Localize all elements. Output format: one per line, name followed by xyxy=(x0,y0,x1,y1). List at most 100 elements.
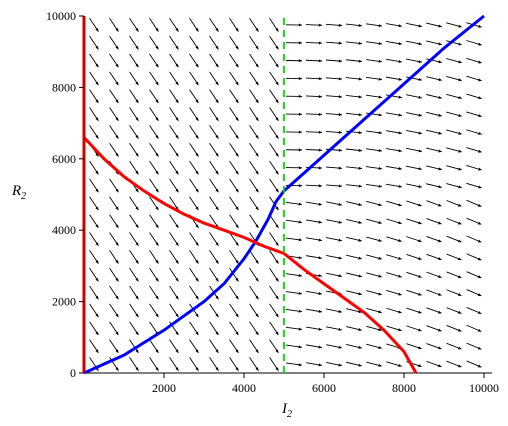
field-arrow-head xyxy=(358,363,362,367)
field-arrow-head xyxy=(358,274,362,278)
field-arrow-head xyxy=(398,203,402,207)
field-arrow-head xyxy=(175,99,179,103)
field-arrow-head xyxy=(398,221,402,225)
field-arrow-head xyxy=(478,185,482,189)
field-arrow-head xyxy=(338,130,342,134)
field-arrow-head xyxy=(438,275,442,278)
field-arrow-head xyxy=(358,238,362,242)
field-arrow-head xyxy=(457,203,462,207)
field-arrow-head xyxy=(235,117,239,121)
field-arrow-head xyxy=(235,278,239,282)
field-arrow-head xyxy=(175,63,179,68)
field-arrow-head xyxy=(338,184,342,188)
field-arrow-head xyxy=(195,45,199,50)
y-tick-label: 0 xyxy=(70,366,76,380)
field-arrow-head xyxy=(275,188,279,193)
field-arrow-head xyxy=(378,328,382,332)
field-arrow-head xyxy=(338,166,342,170)
field-arrow-head xyxy=(155,188,159,193)
field-arrow-head xyxy=(95,224,99,228)
field-arrow-head xyxy=(398,42,402,46)
field-arrow-head xyxy=(155,99,159,103)
field-arrow-head xyxy=(155,278,159,282)
field-arrow-head xyxy=(275,170,279,175)
field-arrow-head xyxy=(438,239,442,243)
field-arrow-head xyxy=(338,309,342,313)
field-arrow-head xyxy=(298,166,302,170)
field-arrow-head xyxy=(438,24,442,28)
field-arrow-head xyxy=(115,367,119,371)
field-arrow-head xyxy=(275,242,279,246)
field-arrow-head xyxy=(175,313,179,318)
field-arrow-head xyxy=(175,188,179,193)
field-arrow-head xyxy=(298,59,302,63)
field-arrow-head xyxy=(358,113,362,117)
field-arrow-head xyxy=(195,331,199,336)
field-arrow-head xyxy=(115,278,119,282)
field-arrow-head xyxy=(418,310,422,314)
field-arrow-head xyxy=(115,349,119,353)
field-arrow-head xyxy=(155,260,159,264)
field-arrow-head xyxy=(378,292,382,296)
field-arrow-head xyxy=(298,327,302,331)
field-arrow-head xyxy=(318,59,322,63)
x-tick-label: 2000 xyxy=(152,381,176,395)
field-arrow-head xyxy=(235,206,239,211)
field-arrow-head xyxy=(215,242,219,246)
field-arrow-head xyxy=(95,188,99,193)
field-arrow-head xyxy=(457,221,462,225)
field-arrow-head xyxy=(255,63,259,68)
field-arrow-head xyxy=(195,117,199,121)
field-arrow-head xyxy=(418,131,422,135)
field-arrow-head xyxy=(95,99,99,103)
field-arrow-head xyxy=(418,346,422,350)
field-arrow-head xyxy=(175,367,179,371)
field-arrow-head xyxy=(135,99,139,103)
field-arrow-head xyxy=(338,113,342,117)
field-arrow-head xyxy=(255,135,259,139)
field-arrow-head xyxy=(135,45,139,50)
field-arrow-head xyxy=(135,63,139,68)
field-arrow-head xyxy=(338,41,342,45)
field-arrow-head xyxy=(318,202,322,206)
field-arrow-head xyxy=(95,331,99,336)
field-arrow-head xyxy=(477,203,482,207)
field-arrow-head xyxy=(115,242,119,246)
field-arrow-head xyxy=(135,367,139,371)
field-arrow-head xyxy=(318,363,322,367)
field-arrow-head xyxy=(135,260,139,264)
field-arrow-head xyxy=(438,60,442,64)
field-arrow-head xyxy=(338,59,342,63)
field-arrow-head xyxy=(155,295,159,300)
field-arrow-head xyxy=(398,239,402,242)
field-arrow-head xyxy=(235,295,239,300)
field-arrow-head xyxy=(275,45,279,50)
field-arrow-head xyxy=(477,328,482,332)
field-arrow-head xyxy=(135,153,139,157)
field-arrow-head xyxy=(298,291,302,295)
field-arrow-head xyxy=(255,331,259,336)
field-arrow-head xyxy=(215,260,219,264)
field-arrow-head xyxy=(135,117,139,121)
field-arrow-head xyxy=(255,224,259,228)
field-arrow-head xyxy=(175,135,179,139)
field-arrow-head xyxy=(358,148,362,152)
series-lines xyxy=(82,14,485,375)
field-arrow-head xyxy=(195,206,199,211)
field-arrow-head xyxy=(235,135,239,139)
field-arrow-head xyxy=(458,78,462,82)
y-tick-label: 8000 xyxy=(52,80,76,94)
field-arrow-head xyxy=(398,131,402,135)
field-arrow-head xyxy=(358,184,362,188)
field-arrow-head xyxy=(418,167,422,171)
field-arrow-head xyxy=(195,170,199,175)
field-arrow-head xyxy=(115,331,119,336)
field-arrow-head xyxy=(255,117,259,121)
field-arrow-head xyxy=(338,202,342,206)
field-arrow-head xyxy=(418,221,422,225)
field-arrow-head xyxy=(398,363,402,367)
field-arrow-head xyxy=(115,81,119,86)
field-arrow-head xyxy=(438,149,442,153)
field-arrow-head xyxy=(115,153,119,157)
field-arrow-head xyxy=(115,188,119,193)
